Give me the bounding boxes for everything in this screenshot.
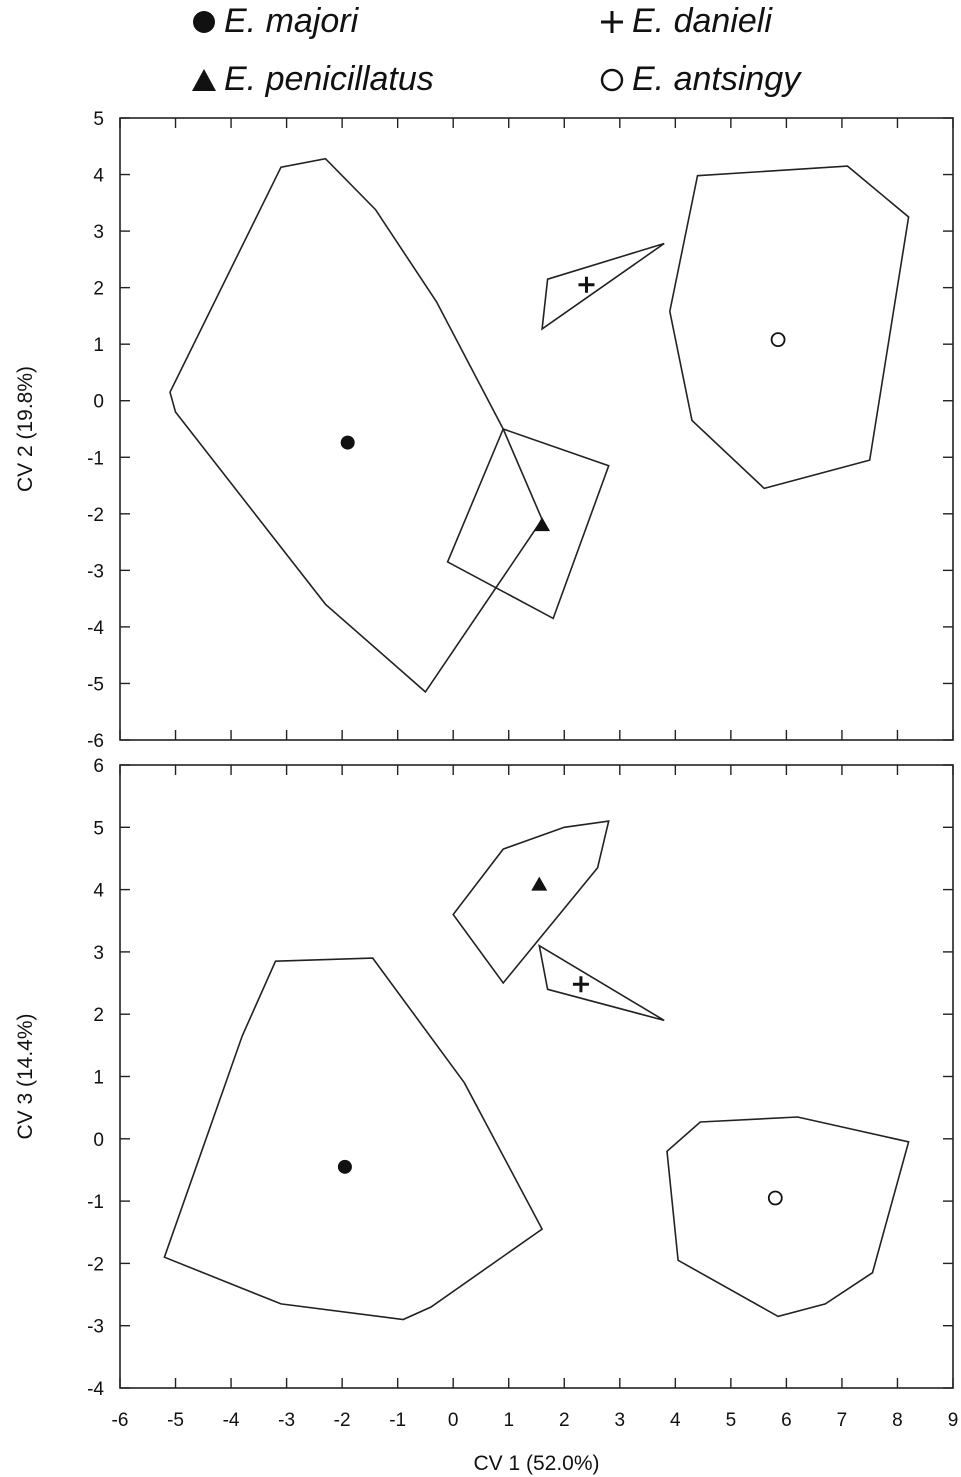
open-circle-icon <box>600 68 624 91</box>
panel-2-xtick-label: -1 <box>389 1410 406 1431</box>
legend-label-penicillatus: E. penicillatus <box>224 60 434 98</box>
legend-item-penicillatus: E. penicillatus <box>190 60 434 99</box>
panel-2-ytick-label: 5 <box>93 818 104 839</box>
panel-1-ytick-label: 4 <box>93 166 104 187</box>
panel-1-hull-e-penicillatus <box>446 427 610 620</box>
panel-2-ytick-label: 3 <box>93 943 104 964</box>
panel-1-ytick-label: 5 <box>93 109 104 130</box>
panel-2-xtick-label: 6 <box>781 1410 792 1431</box>
panel-2-ytick-label: -3 <box>87 1317 104 1338</box>
panel-2-ytick-label: 4 <box>93 881 104 902</box>
filled-circle-icon <box>193 10 215 33</box>
panel-1-ytick-label: -3 <box>87 561 104 582</box>
panel-2-xtick-label: 8 <box>892 1410 903 1431</box>
panel-1-ytick-label: -6 <box>87 731 104 752</box>
panel-2-xtick-label: 5 <box>726 1410 737 1431</box>
panel-2-ytick-label: 6 <box>93 756 104 777</box>
panel-2-xtick-label: 3 <box>615 1410 626 1431</box>
panel-1-centroid-e-danieli <box>578 276 595 293</box>
panel-2-x-axis-label: CV 1 (52.0%) <box>473 1452 599 1475</box>
panel-2-centroid-e-antsingy <box>767 1190 783 1206</box>
panel-1-ytick-label: -1 <box>87 448 104 469</box>
panel-1-hull-e-antsingy <box>668 165 910 490</box>
panel-2-y-axis-label: CV 3 (14.4%) <box>14 1013 37 1139</box>
panel-2-hull-e-antsingy <box>666 1116 910 1318</box>
panel-1-centroid-e-majori <box>340 435 355 450</box>
panel-2-centroid-e-danieli <box>572 976 589 993</box>
legend-item-danieli: E. danieli <box>598 2 772 41</box>
panel-2-ytick-label: 0 <box>93 1130 104 1151</box>
panel-2-ytick-label: 1 <box>93 1068 104 1089</box>
panel-2-ytick-label: -4 <box>87 1379 104 1400</box>
panel-1-ytick-label: -2 <box>87 505 104 526</box>
panel-1-hull-e-danieli <box>541 242 665 331</box>
panel-2-xtick-label: 9 <box>948 1410 959 1431</box>
panel-2-hull-e-penicillatus <box>452 820 610 985</box>
panel-2-xtick-label: -6 <box>112 1410 129 1431</box>
filled-triangle-icon <box>192 68 216 91</box>
panel-2-xtick-label: 4 <box>670 1410 681 1431</box>
panel-2-hull-e-danieli <box>538 944 665 1022</box>
panel-2-frame <box>119 764 954 1389</box>
legend-label-danieli: E. danieli <box>632 2 772 40</box>
legend-label-antsingy: E. antsingy <box>632 60 801 98</box>
panel-2-hull-e-majori <box>163 957 544 1321</box>
legend: E. majori E. danieli E. penicillatus E. … <box>0 0 961 110</box>
panel-1-ytick-label: 1 <box>93 335 104 356</box>
panel-1-centroid-e-antsingy <box>770 332 786 348</box>
panel-1-centroid-e-penicillatus <box>534 517 551 532</box>
panel-2-ytick-label: 2 <box>93 1005 104 1026</box>
panel-2-xtick-label: 0 <box>448 1410 459 1431</box>
panel-1-ytick-label: -4 <box>87 618 104 639</box>
panel-2-xtick-label: -2 <box>334 1410 351 1431</box>
legend-item-antsingy: E. antsingy <box>598 60 800 99</box>
panel-1-ytick-label: 3 <box>93 222 104 243</box>
panel-1-y-axis-label: CV 2 (19.8%) <box>14 366 37 492</box>
panel-2-xtick-label: -3 <box>278 1410 295 1431</box>
plus-icon <box>601 10 623 33</box>
panel-2-xtick-label: 2 <box>559 1410 570 1431</box>
panel-2-centroid-e-penicillatus <box>531 876 548 891</box>
panel-2-xtick-label: 7 <box>837 1410 848 1431</box>
legend-item-majori: E. majori <box>190 2 358 41</box>
panel-1-ytick-label: 2 <box>93 279 104 300</box>
panel-1-ytick-label: 0 <box>93 392 104 413</box>
panel-1-ytick-label: -5 <box>87 674 104 695</box>
panel-2-xtick-label: 1 <box>503 1410 514 1431</box>
panel-2-ytick-label: -2 <box>87 1254 104 1275</box>
panel-2-xtick-label: -4 <box>223 1410 240 1431</box>
panel-2-centroid-e-majori <box>337 1159 352 1174</box>
panel-2-xtick-label: -5 <box>167 1410 184 1431</box>
panel-1-frame <box>119 117 954 741</box>
panel-2-ytick-label: -1 <box>87 1192 104 1213</box>
legend-label-majori: E. majori <box>224 2 359 40</box>
panel-1-hull-e-majori <box>169 157 544 694</box>
